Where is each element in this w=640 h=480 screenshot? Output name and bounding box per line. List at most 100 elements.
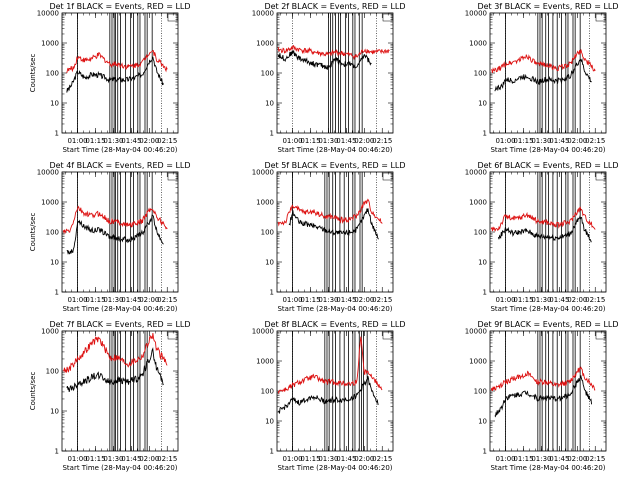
series-line-events (497, 214, 592, 243)
plot-area (277, 331, 383, 451)
y-tick-label: 10000 (37, 169, 59, 177)
axes-frame (489, 171, 607, 293)
y-tick-label: 1000 (41, 328, 59, 336)
x-tick-label: 02:00 (139, 296, 159, 304)
y-axis-label: Counts/sec (29, 213, 37, 252)
y-tick-label: 1000 (41, 199, 59, 207)
y-tick-label: 1000 (256, 358, 274, 366)
y-axis-label: Counts/sec (29, 54, 37, 93)
axes-frame (489, 12, 607, 134)
x-axis-label: Start Time (28-May-04 00:46:20) (490, 305, 605, 313)
y-tick-label: 1000 (469, 199, 487, 207)
x-tick-label: 02:00 (567, 137, 587, 145)
x-tick-label: 01:30 (318, 296, 338, 304)
plot-area (66, 13, 168, 133)
plot-area (62, 172, 168, 292)
panel-title: Det 5f BLACK = Events, RED = LLD (264, 161, 405, 170)
x-tick-label: 01:00 (282, 296, 302, 304)
x-tick-label: 01:00 (67, 296, 87, 304)
x-tick-label: 01:00 (495, 455, 515, 463)
x-tick-label: 02:15 (372, 455, 392, 463)
y-tick-label: 10 (478, 418, 487, 426)
x-tick-label: 02:00 (567, 296, 587, 304)
series-line-events (288, 208, 379, 240)
y-tick-label: 1000 (41, 40, 59, 48)
series-line-lld (277, 198, 383, 227)
legend-box (382, 172, 393, 181)
series-line-events (66, 347, 164, 392)
x-tick-label: 01:15 (513, 455, 533, 463)
x-tick-label: 01:30 (103, 137, 123, 145)
y-tick-label: 10000 (252, 328, 274, 336)
panel-6: Det 6f BLACK = Events, RED = LLD 1 10 100 10… (465, 161, 619, 313)
x-tick-label: 01:00 (495, 296, 515, 304)
series-line-lld (490, 366, 596, 392)
y-tick-label: 1 (270, 130, 274, 138)
x-tick-label: 01:30 (318, 137, 338, 145)
y-tick-label: 100 (474, 229, 487, 237)
series-line-lld (491, 49, 596, 73)
y-tick-label: 10 (50, 259, 59, 267)
panel-title: Det 2f BLACK = Events, RED = LLD (264, 2, 405, 11)
axes-frame (61, 171, 179, 293)
x-tick-label: 01:00 (282, 455, 302, 463)
legend-box (595, 13, 606, 22)
y-tick-label: 1 (483, 448, 487, 456)
x-tick-label: 02:00 (139, 137, 159, 145)
panel-title: Det 1f BLACK = Events, RED = LLD (49, 2, 190, 11)
y-tick-label: 10 (265, 259, 274, 267)
y-tick-label: 10000 (252, 10, 274, 18)
legend-box (167, 172, 178, 181)
y-tick-label: 100 (261, 229, 274, 237)
axes-frame (61, 330, 179, 452)
x-axis-label: Start Time (28-May-04 00:46:20) (62, 146, 177, 154)
axes-frame (276, 330, 394, 452)
y-tick-label: 100 (46, 368, 59, 376)
x-tick-label: 02:15 (157, 137, 177, 145)
series-line-events (277, 49, 372, 70)
x-tick-label: 01:30 (531, 137, 551, 145)
legend-box (382, 331, 393, 340)
x-tick-label: 02:00 (139, 455, 159, 463)
series-line-lld (63, 332, 168, 374)
x-tick-label: 02:00 (354, 137, 374, 145)
panel-title: Det 4f BLACK = Events, RED = LLD (49, 161, 190, 170)
x-tick-label: 01:30 (103, 455, 123, 463)
y-tick-label: 100 (261, 70, 274, 78)
y-tick-label: 100 (474, 388, 487, 396)
x-tick-label: 02:00 (354, 296, 374, 304)
panel-title: Det 7f BLACK = Events, RED = LLD (49, 320, 190, 329)
x-tick-label: 01:15 (85, 455, 105, 463)
x-tick-label: 01:00 (282, 137, 302, 145)
y-tick-label: 10 (478, 100, 487, 108)
series-line-events (66, 56, 164, 93)
series-line-lld (66, 50, 168, 74)
legend-box (595, 331, 606, 340)
panel-title: Det 9f BLACK = Events, RED = LLD (477, 320, 618, 329)
x-tick-label: 02:15 (157, 455, 177, 463)
y-tick-label: 10000 (37, 10, 59, 18)
y-tick-label: 10 (265, 418, 274, 426)
x-tick-label: 01:45 (121, 296, 141, 304)
y-tick-label: 10000 (252, 169, 274, 177)
x-tick-label: 01:30 (531, 296, 551, 304)
y-tick-label: 1 (55, 289, 59, 297)
y-tick-label: 1000 (469, 358, 487, 366)
x-tick-label: 01:30 (531, 455, 551, 463)
x-tick-label: 02:15 (372, 137, 392, 145)
y-tick-label: 100 (474, 70, 487, 78)
plot-area (490, 331, 596, 451)
y-tick-label: 1000 (469, 40, 487, 48)
series-line-events (278, 376, 379, 414)
y-tick-label: 10000 (465, 328, 487, 336)
x-tick-label: 01:15 (85, 296, 105, 304)
y-tick-label: 1 (483, 130, 487, 138)
x-tick-label: 01:45 (336, 137, 356, 145)
x-axis-label: Start Time (28-May-04 00:46:20) (490, 464, 605, 472)
x-tick-label: 01:15 (300, 455, 320, 463)
x-tick-label: 01:45 (549, 137, 569, 145)
x-axis-label: Start Time (28-May-04 00:46:20) (490, 146, 605, 154)
plot-area (277, 13, 390, 133)
x-tick-label: 01:00 (67, 455, 87, 463)
